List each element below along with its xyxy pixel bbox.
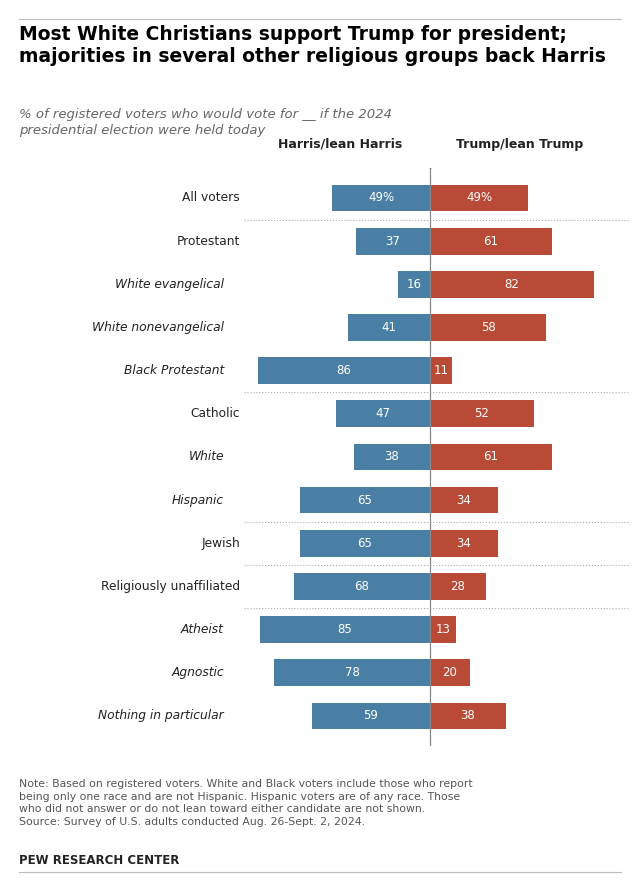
Text: Religiously unaffiliated: Religiously unaffiliated xyxy=(101,580,240,593)
Bar xyxy=(430,185,528,211)
Text: 41: 41 xyxy=(381,321,397,334)
Text: PEW RESEARCH CENTER: PEW RESEARCH CENTER xyxy=(19,854,180,867)
Text: 11: 11 xyxy=(433,364,449,377)
Bar xyxy=(300,487,430,514)
Text: 37: 37 xyxy=(385,235,401,247)
Text: Jewish: Jewish xyxy=(201,537,240,550)
Bar xyxy=(300,530,430,556)
Text: 16: 16 xyxy=(406,278,422,291)
Text: Agnostic: Agnostic xyxy=(172,667,224,679)
Text: 34: 34 xyxy=(456,494,472,507)
Bar xyxy=(260,616,430,643)
Text: Harris/lean Harris: Harris/lean Harris xyxy=(278,138,402,150)
Text: All voters: All voters xyxy=(182,192,240,205)
Text: Note: Based on registered voters. White and Black voters include those who repor: Note: Based on registered voters. White … xyxy=(19,779,473,827)
Text: Nothing in particular: Nothing in particular xyxy=(99,709,224,722)
Text: Most White Christians support Trump for president;
majorities in several other r: Most White Christians support Trump for … xyxy=(19,25,606,66)
Text: 65: 65 xyxy=(358,494,372,507)
Bar xyxy=(430,228,552,254)
Bar xyxy=(430,271,594,298)
Bar xyxy=(430,314,546,341)
Text: % of registered voters who would vote for __ if the 2024
presidential election w: % of registered voters who would vote fo… xyxy=(19,108,392,137)
Bar xyxy=(430,358,452,384)
Bar xyxy=(430,703,506,729)
Text: 58: 58 xyxy=(481,321,495,334)
Text: 61: 61 xyxy=(483,450,499,464)
Bar xyxy=(312,703,430,729)
Text: 47: 47 xyxy=(376,407,390,420)
Text: 49%: 49% xyxy=(368,192,394,205)
Text: 86: 86 xyxy=(337,364,351,377)
Text: 68: 68 xyxy=(355,580,369,593)
Bar xyxy=(354,443,430,471)
Text: Protestant: Protestant xyxy=(177,235,240,247)
Bar xyxy=(430,660,470,686)
Text: Atheist: Atheist xyxy=(181,623,224,636)
Text: 13: 13 xyxy=(436,623,451,636)
Text: Catholic: Catholic xyxy=(190,407,240,420)
Bar xyxy=(430,487,498,514)
Text: Trump/lean Trump: Trump/lean Trump xyxy=(456,138,584,150)
Text: 61: 61 xyxy=(483,235,499,247)
Text: 20: 20 xyxy=(443,667,458,679)
Text: White evangelical: White evangelical xyxy=(115,278,224,291)
Bar xyxy=(398,271,430,298)
Bar xyxy=(274,660,430,686)
Text: White nonevangelical: White nonevangelical xyxy=(92,321,224,334)
Text: 28: 28 xyxy=(451,580,465,593)
Bar xyxy=(332,185,430,211)
Bar xyxy=(294,573,430,600)
Text: Hispanic: Hispanic xyxy=(172,494,224,507)
Text: 85: 85 xyxy=(338,623,353,636)
Bar xyxy=(430,616,456,643)
Bar xyxy=(430,530,498,556)
Bar xyxy=(430,573,486,600)
Text: Black Protestant: Black Protestant xyxy=(124,364,224,377)
Text: White: White xyxy=(189,450,224,464)
Bar xyxy=(258,358,430,384)
Text: 78: 78 xyxy=(344,667,360,679)
Bar xyxy=(430,400,534,427)
Text: 52: 52 xyxy=(475,407,490,420)
Text: 49%: 49% xyxy=(466,192,492,205)
Bar xyxy=(348,314,430,341)
Text: 65: 65 xyxy=(358,537,372,550)
Text: 82: 82 xyxy=(504,278,520,291)
Bar xyxy=(430,443,552,471)
Text: 38: 38 xyxy=(461,709,476,722)
Text: 34: 34 xyxy=(456,537,472,550)
Bar xyxy=(336,400,430,427)
Bar xyxy=(356,228,430,254)
Text: 38: 38 xyxy=(385,450,399,464)
Text: 59: 59 xyxy=(364,709,378,722)
